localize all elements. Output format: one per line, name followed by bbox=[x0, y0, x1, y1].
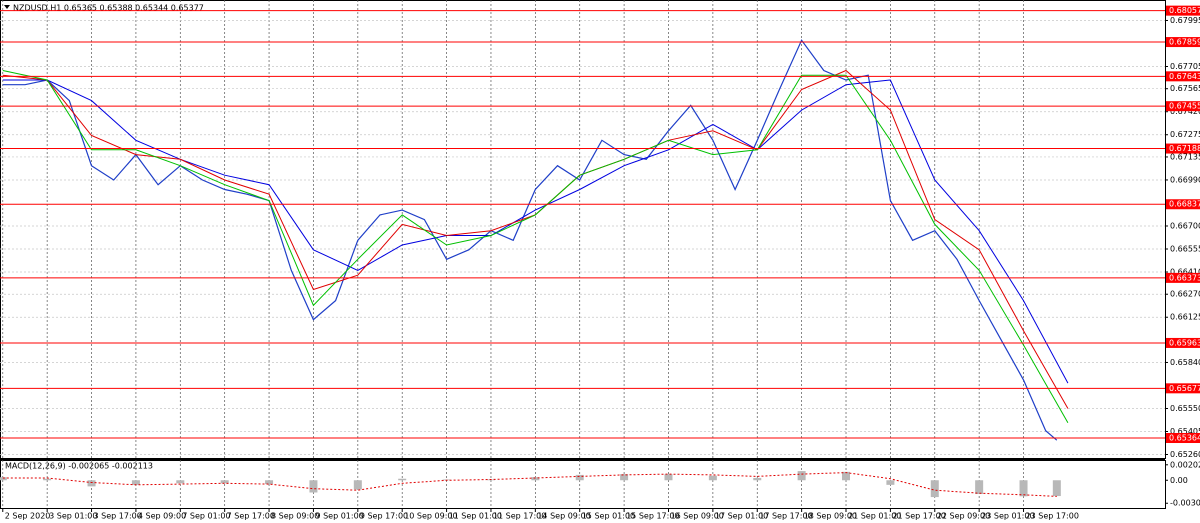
macd-bar bbox=[575, 474, 584, 481]
x-tick-label: 7 Sep 17:00 bbox=[227, 512, 275, 521]
x-tick-label: 9 Sep 17:00 bbox=[360, 512, 408, 521]
level-label: 0.65677 bbox=[1169, 384, 1200, 393]
symbol-menu-icon[interactable] bbox=[4, 5, 10, 9]
x-tick-label: 3 Sep 17:00 bbox=[94, 512, 142, 521]
x-tick-label: 17 Sep 01:00 bbox=[715, 512, 768, 521]
level-label: 0.65364 bbox=[1169, 434, 1200, 443]
macd-bar bbox=[87, 480, 96, 487]
macd-bar bbox=[930, 480, 939, 498]
macd-bar bbox=[309, 480, 318, 493]
x-tick-label: 4 Sep 09:00 bbox=[138, 512, 186, 521]
y-tick-label: -0.003008 bbox=[1170, 499, 1200, 508]
macd-bar bbox=[753, 477, 762, 481]
macd-bar bbox=[43, 478, 52, 481]
level-label-box bbox=[1166, 5, 1200, 16]
x-tick-label: 15 Sep 17:00 bbox=[626, 512, 679, 521]
level-label-box bbox=[1166, 101, 1200, 112]
macd-bar bbox=[797, 471, 806, 481]
level-label-box bbox=[1166, 272, 1200, 283]
level-label-box bbox=[1166, 433, 1200, 444]
level-label-box bbox=[1166, 337, 1200, 348]
x-tick-label: 17 Sep 17:00 bbox=[759, 512, 812, 521]
x-tick-label: 22 Sep 09:00 bbox=[937, 512, 990, 521]
level-label-box bbox=[1166, 143, 1200, 154]
x-tick-label: 23 Sep 01:00 bbox=[981, 512, 1034, 521]
signal-line bbox=[2, 472, 1057, 497]
macd-bar bbox=[220, 480, 229, 484]
macd-bar bbox=[531, 477, 540, 481]
macd-bar bbox=[398, 478, 407, 481]
x-tick-label: 14 Sep 09:00 bbox=[537, 512, 590, 521]
y-tick-label: 0.66990 bbox=[1170, 175, 1200, 184]
y-tick-label: 0.66700 bbox=[1170, 221, 1200, 230]
y-tick-label: 0.66270 bbox=[1170, 290, 1200, 299]
level-label: 0.67859 bbox=[1169, 38, 1200, 47]
macd-bar bbox=[0, 477, 7, 481]
y-tick-label: 0.67135 bbox=[1170, 152, 1200, 161]
y-tick-label: 0.66125 bbox=[1170, 313, 1200, 322]
level-label: 0.65963 bbox=[1169, 338, 1200, 347]
macd-bar bbox=[265, 480, 274, 485]
macd-title: MACD(12,26,9) -0.002065 -0.002113 bbox=[5, 462, 153, 471]
y-tick-label: 0.67995 bbox=[1170, 16, 1200, 25]
x-tick-label: 10 Sep 09:00 bbox=[404, 512, 457, 521]
y-tick-label: 0.67565 bbox=[1170, 84, 1200, 93]
macd-bar bbox=[975, 480, 984, 495]
y-tick-label: 0.67705 bbox=[1170, 62, 1200, 71]
macd-bar bbox=[886, 480, 895, 485]
macd-bar bbox=[842, 471, 851, 481]
x-tick-label: 16 Sep 09:00 bbox=[670, 512, 723, 521]
y-tick-label: 0.65840 bbox=[1170, 358, 1200, 367]
x-tick-label: 9 Sep 01:00 bbox=[315, 512, 363, 521]
level-label: 0.66837 bbox=[1169, 200, 1200, 209]
macd-bar bbox=[176, 480, 185, 484]
moving-average bbox=[2, 70, 1069, 424]
y-tick-label: 0.00 bbox=[1170, 476, 1188, 485]
level-label: 0.67188 bbox=[1169, 144, 1200, 153]
x-tick-label: 21 Sep 17:00 bbox=[892, 512, 945, 521]
macd-bar bbox=[1019, 480, 1028, 497]
macd-bar bbox=[664, 474, 673, 481]
x-tick-label: 18 Sep 09:00 bbox=[804, 512, 857, 521]
macd-bar bbox=[131, 480, 140, 485]
y-tick-label: 0.67275 bbox=[1170, 130, 1200, 139]
x-tick-label: 11 Sep 17:00 bbox=[493, 512, 546, 521]
macd-bar bbox=[1052, 480, 1061, 497]
x-tick-label: 2 Sep 2020 bbox=[5, 512, 51, 521]
x-tick-label: 3 Sep 01:00 bbox=[49, 512, 97, 521]
x-tick-label: 15 Sep 01:00 bbox=[582, 512, 635, 521]
level-label: 0.67643 bbox=[1169, 72, 1200, 81]
level-label-box bbox=[1166, 383, 1200, 394]
x-tick-label: 21 Sep 01:00 bbox=[848, 512, 901, 521]
y-tick-label: 0.66555 bbox=[1170, 244, 1200, 253]
macd-bar bbox=[620, 474, 629, 481]
x-tick-label: 23 Sep 17:00 bbox=[1026, 512, 1079, 521]
macd-bar bbox=[708, 475, 717, 481]
level-label-box bbox=[1166, 199, 1200, 210]
level-label-box bbox=[1166, 71, 1200, 82]
level-label-box bbox=[1166, 37, 1200, 48]
level-label: 0.67455 bbox=[1169, 102, 1200, 111]
y-tick-label: 0.65550 bbox=[1170, 404, 1200, 413]
chart-title: NZDUSD,H1 0.65365 0.65388 0.65344 0.6537… bbox=[13, 4, 204, 13]
x-tick-label: 7 Sep 01:00 bbox=[182, 512, 230, 521]
level-label: 0.66373 bbox=[1169, 273, 1200, 282]
x-tick-label: 8 Sep 09:00 bbox=[271, 512, 319, 521]
x-tick-label: 11 Sep 01:00 bbox=[449, 512, 502, 521]
y-tick-label: 0.002024 bbox=[1170, 460, 1200, 469]
macd-bar bbox=[353, 480, 362, 490]
y-tick-label: 0.66410 bbox=[1170, 268, 1200, 277]
level-label: 0.68057 bbox=[1169, 6, 1200, 15]
y-tick-label: 0.67420 bbox=[1170, 107, 1200, 116]
y-tick-label: 0.65260 bbox=[1170, 450, 1200, 459]
y-tick-label: 0.65405 bbox=[1170, 427, 1200, 436]
